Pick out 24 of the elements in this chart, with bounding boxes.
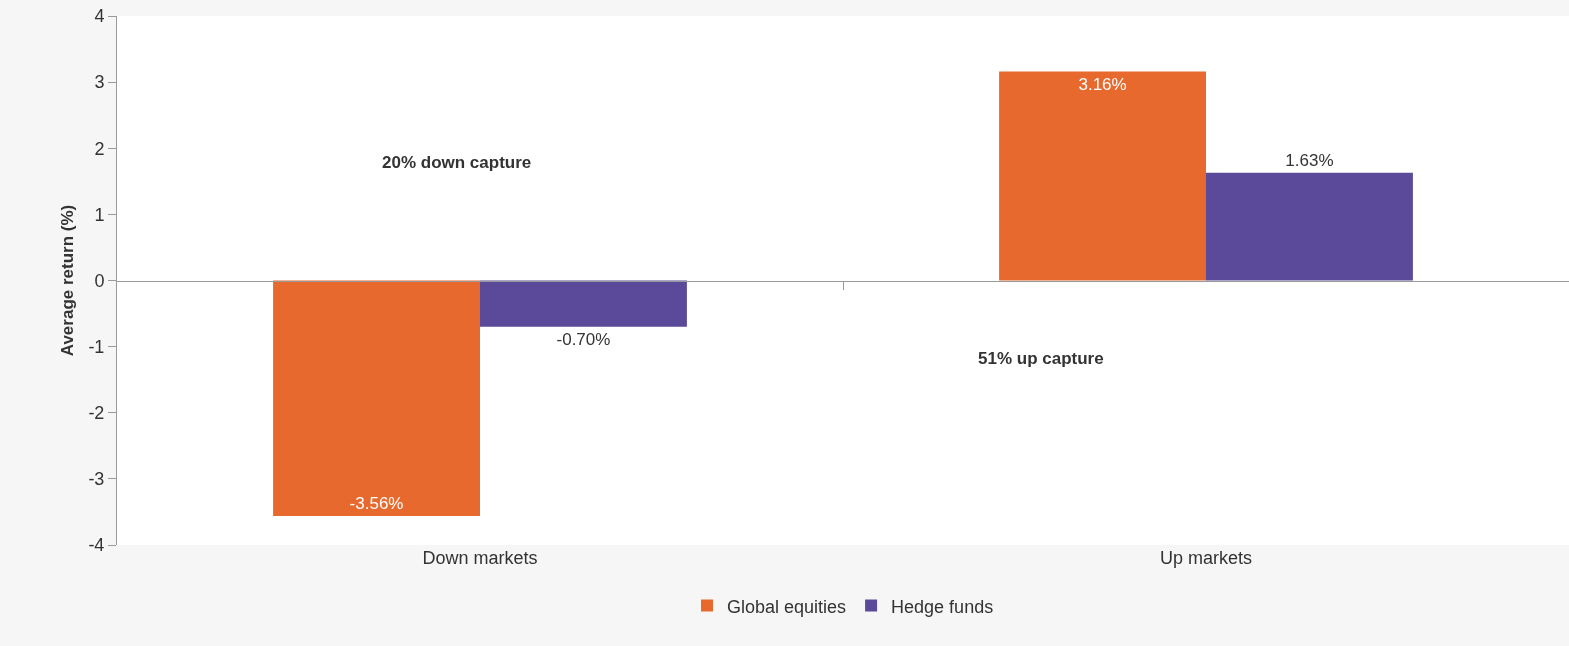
y-tick-label: 4 bbox=[94, 6, 105, 27]
y-tick-label: 3 bbox=[94, 72, 105, 93]
data-label: 1.63% bbox=[1285, 150, 1334, 170]
y-tick-label: 1 bbox=[94, 204, 105, 225]
data-label: 3.16% bbox=[1078, 74, 1127, 94]
y-tick-label: 2 bbox=[94, 138, 105, 159]
x-tick-label: Up markets bbox=[1159, 548, 1253, 568]
y-tick-label: -2 bbox=[88, 403, 105, 424]
y-tick-label: -3 bbox=[88, 469, 105, 490]
legend-label: Global equities bbox=[727, 596, 847, 617]
data-label: -3.56% bbox=[349, 493, 404, 513]
legend-label: Hedge funds bbox=[891, 596, 994, 617]
y-axis-title: Average return (%) bbox=[58, 204, 77, 357]
annotation: 20% down capture bbox=[382, 153, 532, 172]
bar bbox=[999, 71, 1206, 281]
bar bbox=[480, 280, 687, 327]
y-tick-label: -4 bbox=[88, 535, 105, 556]
y-tick-label: 0 bbox=[94, 270, 105, 291]
bar bbox=[273, 280, 480, 516]
y-tick-label: -1 bbox=[88, 336, 105, 357]
x-tick-label: Down markets bbox=[422, 548, 538, 568]
bar bbox=[1206, 172, 1413, 281]
annotation: 51% up capture bbox=[978, 349, 1104, 368]
data-label: -0.70% bbox=[556, 329, 611, 349]
